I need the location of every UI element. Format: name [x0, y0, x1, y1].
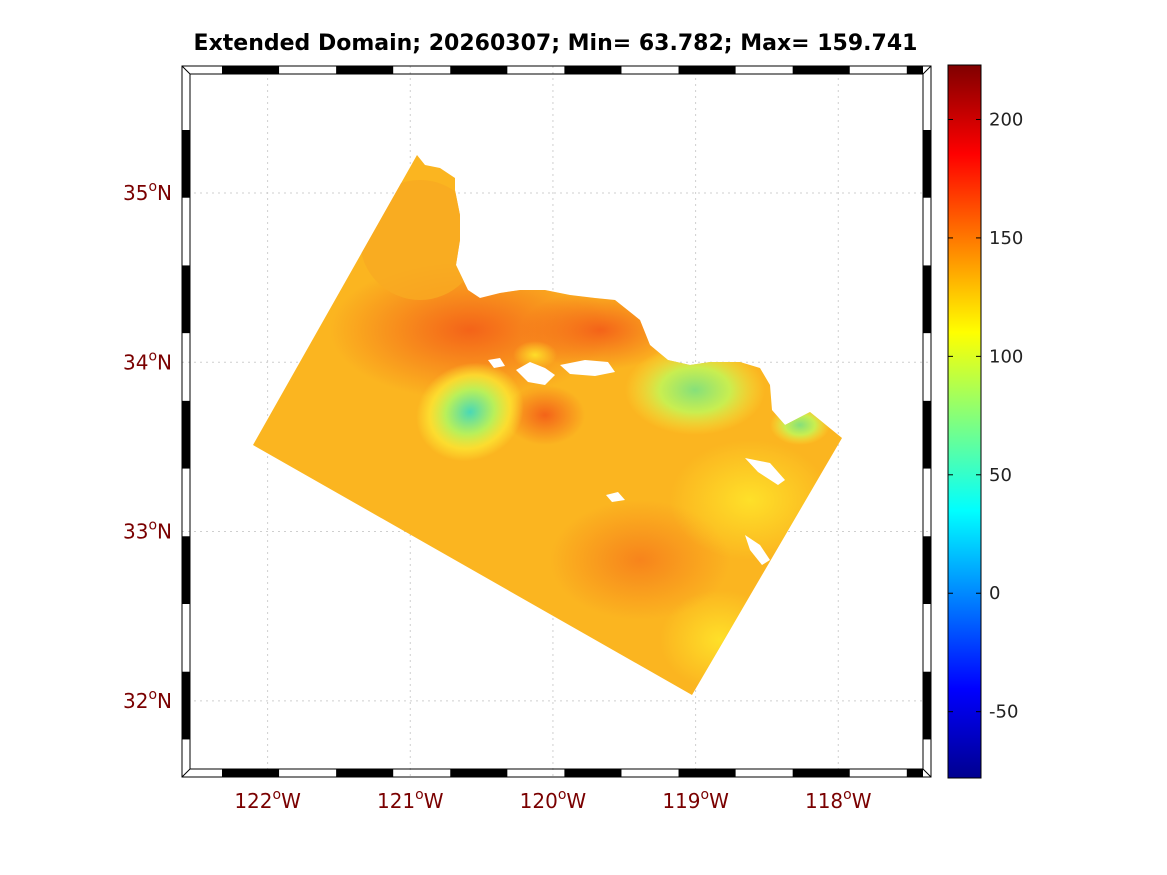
longitude-tick-label: 118oW [805, 787, 872, 813]
colorbar-tick-label: 0 [989, 583, 1000, 604]
longitude-tick-label: 121oW [377, 787, 444, 813]
colorbar [947, 64, 982, 779]
longitude-tick-label: 122oW [234, 787, 301, 813]
longitude-tick-label: 120oW [520, 787, 587, 813]
colorbar-tick-label: 50 [989, 465, 1012, 486]
map-frame [181, 65, 932, 778]
colorbar-tick-label: 150 [989, 228, 1023, 249]
latitude-labels: 35oN 34oN 33oN 32oN [123, 179, 172, 713]
colorbar-tick-label: 100 [989, 346, 1023, 367]
latitude-tick-label: 35oN [123, 179, 172, 205]
colorbar-tick-label: -50 [989, 702, 1018, 723]
colorbar-tick-label: 200 [989, 109, 1023, 130]
latitude-tick-label: 32oN [123, 687, 172, 713]
latitude-tick-label: 34oN [123, 348, 172, 374]
map-title: Extended Domain; 20260307; Min= 63.782; … [193, 31, 918, 56]
longitude-labels: 122oW 121oW 120oW 119oW 118oW [234, 787, 871, 813]
colorbar-ticks: 200 150 100 50 0 -50 [948, 109, 1023, 723]
latitude-tick-label: 33oN [123, 518, 172, 544]
longitude-tick-label: 119oW [662, 787, 729, 813]
